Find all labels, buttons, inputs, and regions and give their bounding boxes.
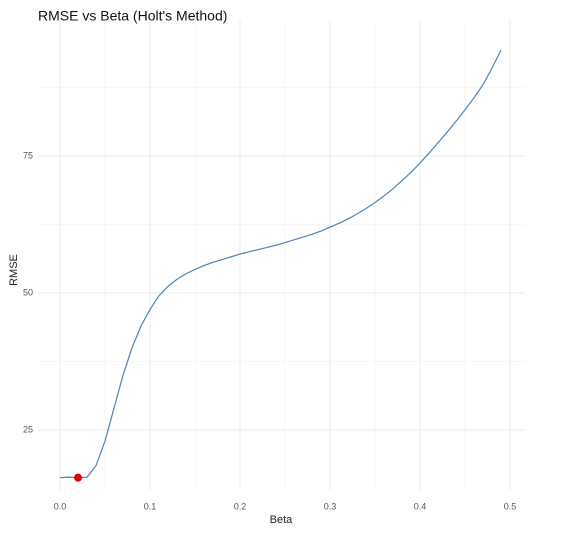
x-tick-label: 0.1 xyxy=(144,501,157,511)
y-tick-label: 50 xyxy=(23,287,33,297)
highlight-point xyxy=(74,473,83,482)
x-tick-label: 0.5 xyxy=(504,501,517,511)
x-tick-label: 0.4 xyxy=(414,501,427,511)
y-tick-label: 75 xyxy=(23,150,33,160)
x-tick-label: 0.3 xyxy=(324,501,337,511)
y-tick-label: 25 xyxy=(23,424,33,434)
chart-title: RMSE vs Beta (Holt's Method) xyxy=(38,8,227,24)
x-tick-label: 0.2 xyxy=(234,501,247,511)
x-tick-label: 0.0 xyxy=(54,501,67,511)
line xyxy=(60,49,502,479)
y-axis-label: RMSE xyxy=(8,254,20,286)
x-axis-label: Beta xyxy=(270,514,294,526)
